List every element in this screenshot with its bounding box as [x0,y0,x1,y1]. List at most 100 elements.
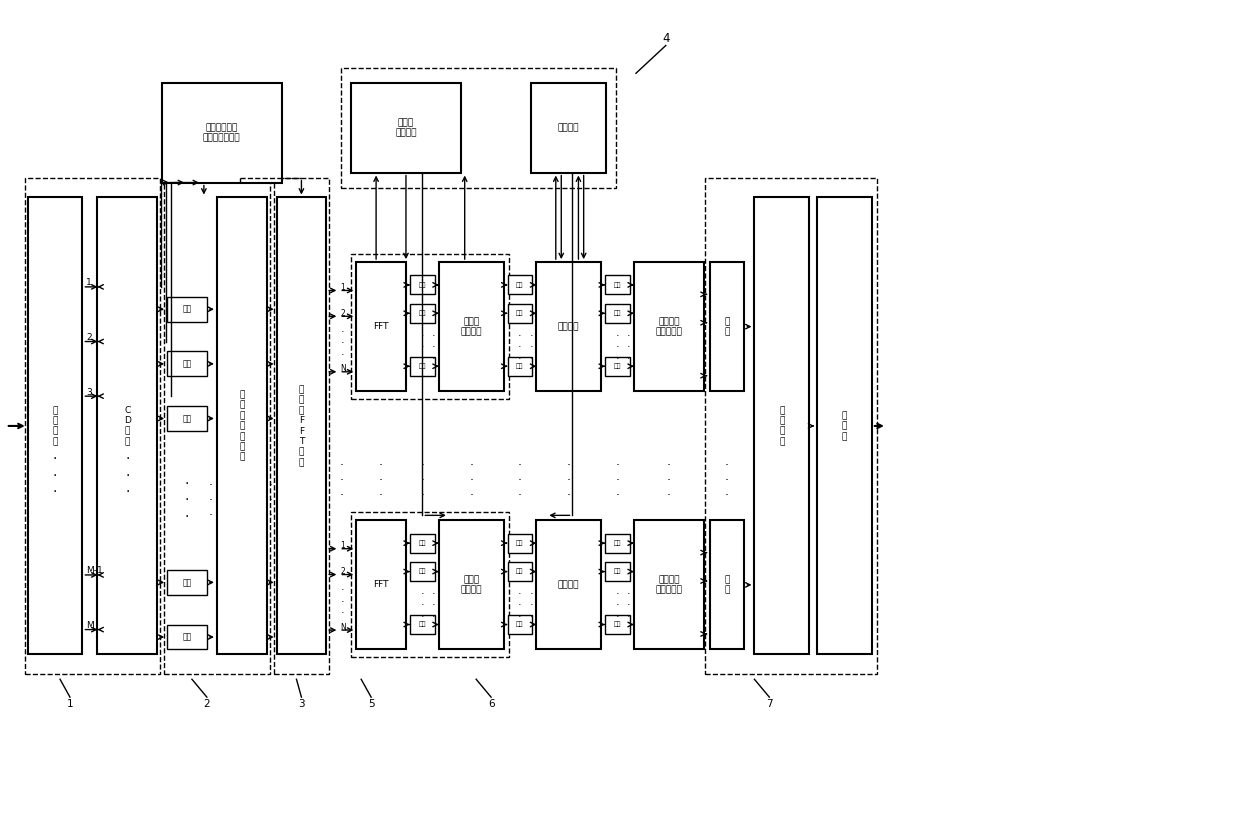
Text: ·
·
·: · · · [529,331,533,364]
Text: 缓存: 缓存 [182,359,191,369]
Bar [634,262,703,391]
Bar [634,520,703,650]
Bar [167,406,207,431]
Text: 缓存: 缓存 [614,568,621,574]
Bar [410,275,435,294]
Bar [356,262,405,391]
Text: 逆
映
射: 逆 映 射 [842,411,847,441]
Text: ·
·
·: · · · [627,331,631,364]
Bar [25,177,160,675]
Text: 缓存: 缓存 [419,540,427,546]
Bar [709,262,744,391]
Bar [164,177,269,675]
Text: ·
·
·: · · · [432,331,435,364]
Text: ·
·
·: · · · [615,459,620,502]
Text: ·
·
·: · · · [529,589,533,622]
Text: 缓存: 缓存 [419,568,427,574]
Text: 判
决: 判 决 [724,317,729,336]
Text: 判
决: 判 决 [724,575,729,594]
Text: ·
·
·: · · · [379,459,383,502]
Text: ·
·
·: · · · [703,589,707,622]
Text: FFT: FFT [373,322,389,331]
Text: 整数倍
频偏补偿: 整数倍 频偏补偿 [460,317,482,336]
Text: 2: 2 [340,567,345,576]
Bar [605,562,630,581]
Text: 并
串
变
换: 并 串 变 换 [779,405,785,446]
Text: 相位噪声
估计与补偿: 相位噪声 估计与补偿 [656,317,682,336]
Text: ·
·
·: · · · [125,452,129,499]
Text: 缓存: 缓存 [614,310,621,316]
Text: 缓存: 缓存 [419,622,427,627]
Text: 缓存: 缓存 [516,540,523,546]
Text: 1: 1 [87,278,92,288]
Bar [351,84,461,173]
Text: ·
·
·: · · · [208,479,213,522]
Bar [537,520,601,650]
Text: 1: 1 [340,541,345,550]
Text: 缓存: 缓存 [516,364,523,369]
Text: ·
·
·: · · · [185,477,190,523]
Bar [410,562,435,581]
Bar [274,177,330,675]
Text: 6: 6 [487,699,495,709]
Bar [537,262,601,391]
Bar [709,520,744,650]
Text: ·
·
·: · · · [420,331,424,364]
Bar [351,254,508,399]
Bar [162,84,281,182]
Bar [754,197,810,655]
Bar [27,197,82,655]
Text: 整数倍
频偏估计: 整数倍 频偏估计 [396,118,417,138]
Text: ·
·
·: · · · [567,459,570,502]
Text: 缓存: 缓存 [614,364,621,369]
Text: 相位噪声
估计与补偿: 相位噪声 估计与补偿 [656,575,682,594]
Text: ·
·
·: · · · [627,589,631,622]
Text: ·
·
·: · · · [341,327,343,360]
Text: 缓存: 缓存 [516,310,523,316]
Text: 缓存: 缓存 [419,282,427,288]
Text: 缓存: 缓存 [182,578,191,587]
Text: 整数倍
频偏补偿: 整数倍 频偏补偿 [460,575,482,594]
Bar [341,69,616,187]
Text: 4: 4 [662,32,670,45]
Bar [167,570,207,595]
Bar [410,533,435,553]
Bar [98,197,157,655]
Text: 7: 7 [766,699,773,709]
Bar [507,303,532,323]
Text: ·
·
·: · · · [432,589,435,622]
Bar [356,520,405,650]
Text: 2: 2 [203,699,210,709]
Bar [410,303,435,323]
Text: 缓存: 缓存 [614,282,621,288]
Text: 小
数
倍
频
偏
补
偿: 小 数 倍 频 偏 补 偿 [239,390,244,461]
Bar [167,297,207,322]
Bar [605,533,630,553]
Bar [605,275,630,294]
Text: ·
·
·: · · · [53,452,57,499]
Text: 缓存: 缓存 [614,622,621,627]
Text: 信道均衡: 信道均衡 [558,580,579,589]
Text: ·
·
·: · · · [703,331,707,364]
Text: 取
并
行
F
F
T
窗
口: 取 并 行 F F T 窗 口 [299,385,304,466]
Text: ·
·
·: · · · [667,459,671,502]
Text: ·
·
·: · · · [469,459,474,502]
Text: 信道估计: 信道估计 [558,124,579,132]
Text: C
D
均
衡: C D 均 衡 [124,405,130,446]
Text: 缓存: 缓存 [516,568,523,574]
Bar [605,357,630,375]
Bar [605,303,630,323]
Text: 3: 3 [87,388,92,396]
Text: M-1: M-1 [87,567,103,575]
Text: 2: 2 [87,333,92,342]
Text: ·
·
·: · · · [340,459,343,502]
Text: 5: 5 [368,699,374,709]
Text: 缓存: 缓存 [516,282,523,288]
Bar [507,275,532,294]
Text: ·
·
·: · · · [518,459,522,502]
Text: ·
·
·: · · · [341,585,343,619]
Bar [351,512,508,657]
Text: ·
·
·: · · · [518,331,522,364]
Text: 缓存: 缓存 [516,622,523,627]
Text: FFT: FFT [373,580,389,589]
